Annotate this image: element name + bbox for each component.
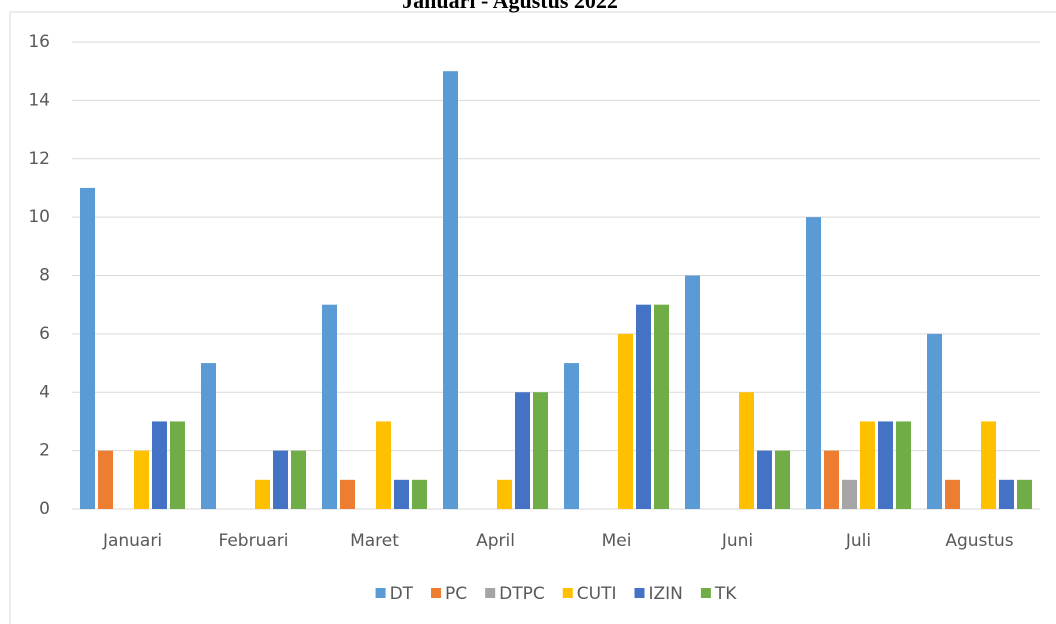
legend-swatch	[700, 588, 711, 598]
legend-label: DT	[390, 584, 414, 604]
y-tick-label: 0	[39, 499, 50, 519]
bar	[98, 450, 113, 509]
bar	[273, 450, 288, 509]
bar	[927, 333, 942, 509]
bar	[945, 479, 960, 509]
legend-swatch	[375, 588, 386, 598]
bar	[515, 392, 530, 509]
legend-label: IZIN	[649, 584, 683, 604]
y-tick-label: 14	[28, 90, 50, 110]
y-tick-label: 16	[28, 32, 50, 52]
x-tick-label: Februari	[219, 531, 289, 551]
bar	[201, 363, 216, 509]
x-tick-label: Agustus	[945, 531, 1013, 551]
y-tick-label: 6	[39, 324, 50, 344]
bar	[878, 421, 893, 509]
bar	[533, 392, 548, 509]
bar	[443, 71, 458, 509]
x-tick-label: Juli	[845, 531, 871, 551]
bar	[255, 479, 270, 509]
legend-swatch	[562, 588, 573, 598]
bar	[618, 333, 633, 509]
bar	[685, 275, 700, 509]
bar	[981, 421, 996, 509]
bar	[824, 450, 839, 509]
bar	[564, 363, 579, 509]
bar	[376, 421, 391, 509]
bar	[757, 450, 772, 509]
bar	[806, 217, 821, 509]
x-tick-label: Maret	[350, 531, 399, 551]
y-tick-label: 4	[39, 382, 50, 402]
bar	[134, 450, 149, 509]
bar	[636, 304, 651, 509]
bar	[654, 304, 669, 509]
bar	[170, 421, 185, 509]
legend-label: CUTI	[577, 584, 617, 604]
y-tick-label: 2	[39, 441, 50, 461]
bar	[340, 479, 355, 509]
legend-label: DTPC	[499, 584, 545, 604]
bar	[322, 304, 337, 509]
legend-swatch	[485, 588, 496, 598]
bar	[1017, 479, 1032, 509]
bar	[291, 450, 306, 509]
bar	[412, 479, 427, 509]
chart-title: Januari - Agustus 2022	[402, 0, 618, 13]
bar	[80, 187, 95, 509]
y-tick-label: 8	[39, 266, 50, 286]
y-tick-label: 10	[28, 207, 50, 227]
legend-label: TK	[714, 584, 737, 604]
bar	[739, 392, 754, 509]
chart-frame	[9, 11, 1056, 624]
bar	[775, 450, 790, 509]
bar	[999, 479, 1014, 509]
legend-label: PC	[445, 584, 467, 604]
legend-swatch	[634, 588, 645, 598]
bar	[896, 421, 911, 509]
bar	[152, 421, 167, 509]
x-tick-label: April	[476, 531, 515, 551]
bar	[394, 479, 409, 509]
x-tick-label: Mei	[602, 531, 632, 551]
bar	[860, 421, 875, 509]
bar	[497, 479, 512, 509]
y-tick-label: 12	[28, 149, 50, 169]
x-tick-label: Juni	[721, 531, 753, 551]
x-tick-label: Januari	[102, 531, 162, 551]
legend-swatch	[431, 588, 442, 598]
bar	[842, 479, 857, 509]
